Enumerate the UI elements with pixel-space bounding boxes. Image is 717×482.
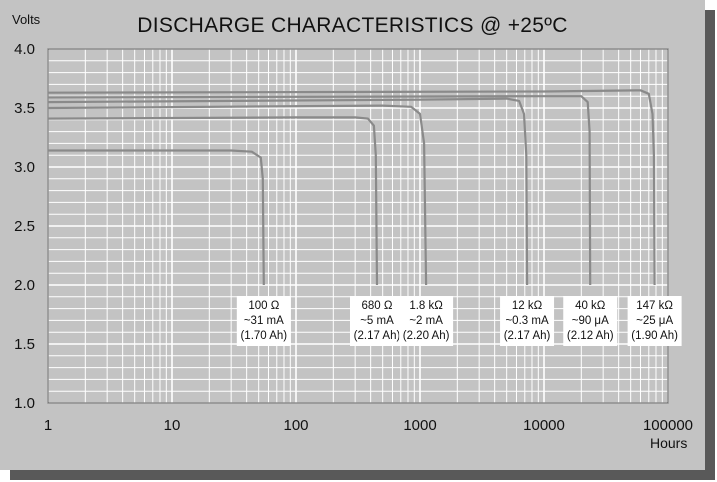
- y-tick-label: 3.0: [14, 159, 35, 176]
- discharge-curve: [47, 89, 656, 286]
- series-label-name: 12 kΩ: [512, 300, 543, 312]
- series-label-name: 680 Ω: [362, 300, 393, 312]
- discharge-curve: [47, 95, 592, 286]
- series-label-current: ~2 mA: [409, 315, 443, 327]
- x-tick-labels: 1 10 100 1000 10000 100000: [44, 417, 693, 434]
- plot-area-frame: [47, 48, 669, 404]
- series-label-capacity: (1.70 Ah): [240, 330, 287, 342]
- x-tick-label: 10000: [523, 417, 565, 434]
- series-label-box: [236, 296, 291, 346]
- series-labels: 100 Ω ~31 mA (1.70 Ah) 680 Ω ~5 mA (2.17 Ah) 1…: [236, 296, 682, 346]
- series-label-name: 1.8 kΩ: [409, 300, 443, 312]
- y-tick-label: 1.0: [14, 395, 35, 412]
- discharge-curves: [47, 89, 656, 286]
- series-label-current: ~90 μA: [572, 315, 609, 327]
- series-label-capacity: (2.12 Ah): [567, 330, 614, 342]
- series-label-name: 40 kΩ: [575, 300, 606, 312]
- series-label-current: ~0.3 mA: [505, 315, 548, 327]
- x-tick-label: 1: [44, 417, 52, 434]
- series-label-name: 100 Ω: [248, 300, 279, 312]
- y-tick-label: 3.5: [14, 100, 35, 117]
- series-label-current: ~5 mA: [360, 315, 394, 327]
- series-label-box: [399, 296, 454, 346]
- series-label-current: ~31 mA: [244, 315, 284, 327]
- series-label-current: ~25 μA: [636, 315, 673, 327]
- discharge-curve: [47, 104, 428, 286]
- discharge-curve: [47, 97, 529, 286]
- series-label-box: [349, 296, 404, 346]
- series-label-capacity: (2.17 Ah): [354, 330, 401, 342]
- y-tick-label: 4.0: [14, 41, 35, 58]
- y-axis-label: Volts: [12, 12, 41, 27]
- series-label-capacity: (2.20 Ah): [403, 330, 450, 342]
- discharge-curve: [47, 116, 379, 286]
- y-tick-label: 2.0: [14, 277, 35, 294]
- y-tick-labels: 1.0 1.5 2.0 2.5 3.0 3.5 4.0: [14, 41, 35, 412]
- series-label-box: [563, 296, 618, 346]
- discharge-curve: [48, 149, 265, 286]
- series-label-capacity: (1.90 Ah): [631, 330, 678, 342]
- series-label-box: [627, 296, 682, 346]
- chart-title: DISCHARGE CHARACTERISTICS @ +25ºC: [137, 14, 568, 37]
- x-tick-label: 10: [164, 417, 181, 434]
- y-tick-label: 2.5: [14, 218, 35, 235]
- series-label-name: 147 kΩ: [636, 300, 673, 312]
- x-axis-label: Hours: [650, 435, 688, 451]
- series-label-box: [500, 296, 555, 346]
- series-label-capacity: (2.17 Ah): [504, 330, 551, 342]
- x-tick-label: 100: [283, 417, 308, 434]
- x-tick-label: 1000: [403, 417, 436, 434]
- y-tick-label: 1.5: [14, 336, 35, 353]
- x-tick-label: 100000: [643, 417, 693, 434]
